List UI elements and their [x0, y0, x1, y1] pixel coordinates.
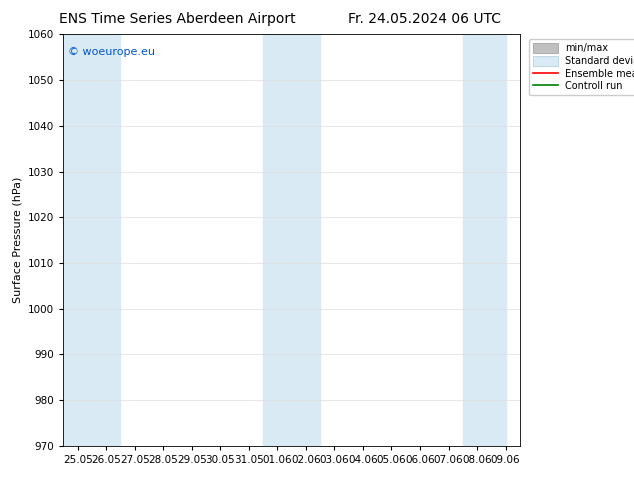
Legend: min/max, Standard deviation, Ensemble mean run, Controll run: min/max, Standard deviation, Ensemble me…: [529, 39, 634, 95]
Bar: [463, 34, 506, 446]
Bar: [263, 34, 320, 446]
Text: ENS Time Series Aberdeen Airport: ENS Time Series Aberdeen Airport: [59, 12, 296, 26]
Y-axis label: Surface Pressure (hPa): Surface Pressure (hPa): [13, 177, 23, 303]
Bar: [63, 34, 120, 446]
Text: © woeurope.eu: © woeurope.eu: [68, 47, 155, 57]
Text: Fr. 24.05.2024 06 UTC: Fr. 24.05.2024 06 UTC: [348, 12, 501, 26]
